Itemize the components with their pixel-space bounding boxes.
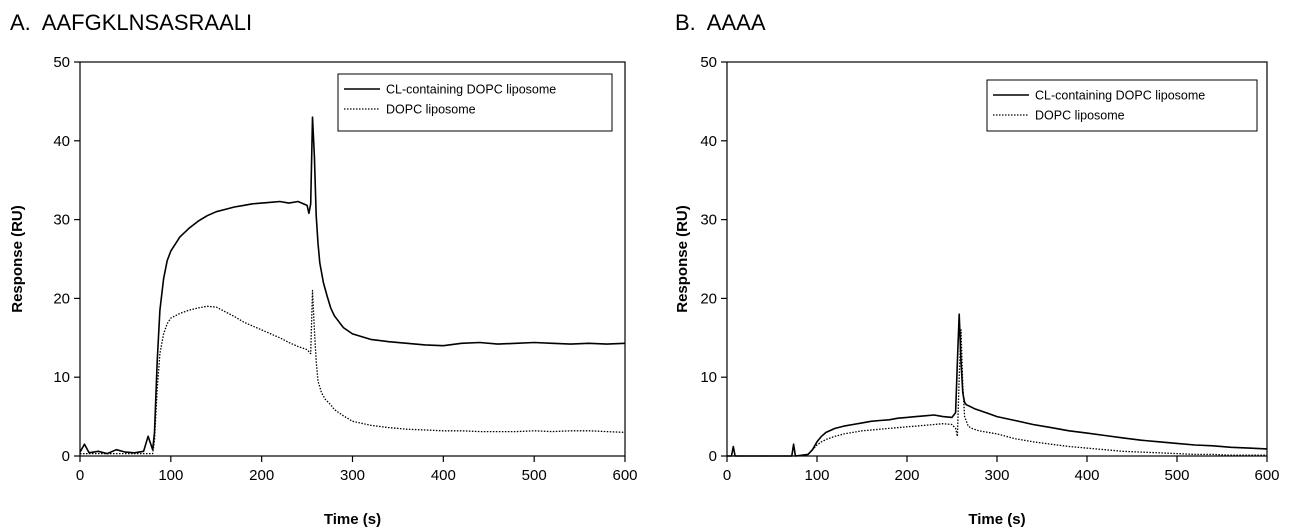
x-tick-label: 600 bbox=[1254, 467, 1279, 484]
x-tick-label: 500 bbox=[522, 467, 547, 484]
x-tick-label: 300 bbox=[984, 467, 1009, 484]
legend-label-0: CL-containing DOPC liposome bbox=[1035, 89, 1205, 103]
legend-label-1: DOPC liposome bbox=[1035, 109, 1125, 123]
panel-a-title: A. AAFGKLNSASRAALI bbox=[10, 10, 253, 35]
series-line-1 bbox=[80, 289, 626, 455]
x-tick-label: 0 bbox=[723, 467, 731, 484]
y-tick-label: 50 bbox=[53, 54, 70, 71]
chart-b: 0 100 200 300 400 500 600 0 10 20 30 40 50 Time (s) Re… bbox=[674, 54, 1280, 528]
y-tick-label: 50 bbox=[700, 54, 717, 71]
x-axis-title: Time (s) bbox=[968, 511, 1025, 528]
panel-b: B. AAAA 0 100 200 300 400 500 600 0 10 20 30 40 50 Ti… bbox=[645, 0, 1290, 528]
chart-a: 0 100 200 300 400 500 600 0 10 20 30 40 50 Time (s) Re… bbox=[9, 54, 638, 528]
x-tick-label: 200 bbox=[894, 467, 919, 484]
legend-box bbox=[337, 73, 613, 132]
y-tick-label: 20 bbox=[700, 290, 717, 307]
panel-a: A. AAFGKLNSASRAALI 0 100 200 300 400 500 600 0 1… bbox=[9, 10, 638, 528]
x-tick-label: 100 bbox=[158, 467, 183, 484]
y-tick-label: 0 bbox=[62, 448, 70, 465]
y-axis-title: Response (RU) bbox=[674, 205, 691, 313]
y-tick-label: 40 bbox=[700, 133, 717, 150]
y-axis-title: Response (RU) bbox=[9, 205, 26, 313]
x-tick-label: 100 bbox=[804, 467, 829, 484]
series-line-0 bbox=[727, 313, 1268, 457]
x-tick-label: 600 bbox=[612, 467, 637, 484]
legend-label-1: DOPC liposome bbox=[386, 103, 476, 117]
series-line-0 bbox=[79, 116, 626, 455]
y-tick-label: 20 bbox=[53, 290, 70, 307]
y-tick-label: 40 bbox=[53, 133, 70, 150]
x-tick-label: 0 bbox=[76, 467, 84, 484]
x-tick-label: 500 bbox=[1164, 467, 1189, 484]
y-tick-label: 10 bbox=[53, 369, 70, 386]
x-tick-label: 300 bbox=[340, 467, 365, 484]
y-tick-label: 0 bbox=[709, 448, 717, 465]
x-tick-label: 200 bbox=[249, 467, 274, 484]
legend-label-0: CL-containing DOPC liposome bbox=[386, 83, 556, 97]
y-tick-label: 10 bbox=[700, 369, 717, 386]
y-tick-label: 30 bbox=[53, 212, 70, 229]
x-tick-label: 400 bbox=[431, 467, 456, 484]
y-tick-label: 30 bbox=[700, 212, 717, 229]
legend-box bbox=[986, 79, 1258, 132]
series-line-1 bbox=[727, 329, 1267, 457]
x-axis-title: Time (s) bbox=[324, 511, 381, 528]
panel-b-title: B. AAAA bbox=[675, 10, 766, 35]
x-tick-label: 400 bbox=[1074, 467, 1099, 484]
